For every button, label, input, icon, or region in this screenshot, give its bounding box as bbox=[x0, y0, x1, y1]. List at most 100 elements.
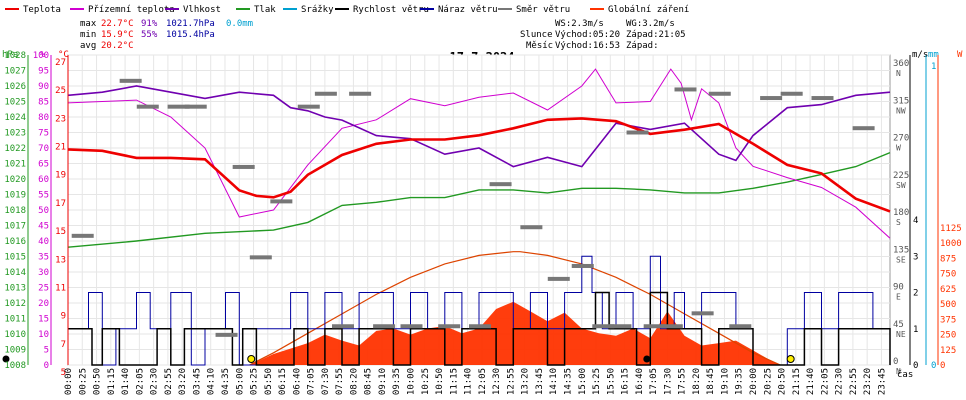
x-tick-label: 11:15 bbox=[449, 368, 459, 395]
x-tick-label: 20:50 bbox=[778, 368, 788, 395]
wind-direction-mark bbox=[547, 276, 570, 281]
axis-hpa-tick: 1013 bbox=[4, 284, 26, 294]
wind-direction-mark bbox=[520, 225, 543, 230]
x-tick-label: 02:55 bbox=[164, 368, 174, 395]
axis-hpa-tick: 1027 bbox=[4, 67, 26, 77]
axis-hpa-tick: 1019 bbox=[4, 191, 26, 201]
axis-dir-tick: 135 bbox=[893, 245, 909, 255]
axis-pct-tick: 55 bbox=[38, 191, 49, 201]
axis-dir-tick: 225 bbox=[893, 171, 909, 181]
wind-direction-mark bbox=[249, 255, 272, 260]
x-tick-label: 01:15 bbox=[107, 368, 117, 395]
wind-direction-mark bbox=[609, 324, 632, 329]
axis-wm2-tick: 0 bbox=[940, 361, 945, 371]
wind-direction-mark bbox=[400, 324, 423, 329]
axis-hpa-tick: 1012 bbox=[4, 299, 26, 309]
axis-dir-label: SE bbox=[896, 255, 906, 264]
x-tick-label: 02:05 bbox=[135, 368, 145, 395]
series-globalni-zareni bbox=[68, 301, 890, 365]
wind-direction-mark bbox=[232, 164, 255, 169]
axis-pct-tick: 20 bbox=[38, 299, 49, 309]
axis-pct-tick: 50 bbox=[38, 206, 49, 216]
axis-pct-tick: 75 bbox=[38, 129, 49, 139]
axis-degc-tick: 19 bbox=[55, 171, 66, 181]
x-tick-label: 14:10 bbox=[549, 368, 559, 395]
wind-direction-mark bbox=[592, 324, 615, 329]
axis-dir-label: NW bbox=[896, 106, 906, 115]
axis-hpa-tick: 1018 bbox=[4, 206, 26, 216]
x-tick-label: 18:20 bbox=[692, 368, 702, 395]
wind-direction-mark bbox=[760, 96, 783, 101]
axis-wm2-tick: 875 bbox=[940, 254, 956, 264]
axis-pct-tick: 40 bbox=[38, 237, 49, 247]
wind-direction-mark bbox=[215, 332, 238, 337]
axis-pct-tick: 15 bbox=[38, 315, 49, 325]
axis-wm2-tick: 1125 bbox=[940, 224, 962, 234]
series-teoreticke-zareni bbox=[249, 251, 781, 366]
wind-direction-mark bbox=[489, 182, 512, 187]
axis-dir-label: N bbox=[896, 367, 901, 376]
moonrise-marker bbox=[643, 355, 651, 363]
axis-degc-tick: 5 bbox=[61, 368, 66, 378]
axis-hpa-tick: 1026 bbox=[4, 82, 26, 92]
axis-pct-tick: 35 bbox=[38, 253, 49, 263]
axis-pct-tick: 95 bbox=[38, 67, 49, 77]
x-tick-label: 03:20 bbox=[178, 368, 188, 395]
axis-hpa-tick: 1024 bbox=[4, 113, 26, 123]
axis-dir-label: N bbox=[896, 69, 901, 78]
x-tick-label: 04:35 bbox=[221, 368, 231, 395]
x-tick-label: 11:40 bbox=[464, 368, 474, 395]
x-tick-label: 20:25 bbox=[763, 368, 773, 395]
axis-mm-bottom: 0 bbox=[931, 361, 936, 371]
series-rychlost-vetru bbox=[68, 291, 891, 366]
axis-hpa-unit: hPa bbox=[2, 50, 18, 60]
x-tick-label: 10:00 bbox=[407, 368, 417, 395]
x-tick-label: 21:40 bbox=[806, 368, 816, 395]
wind-direction-mark bbox=[674, 87, 697, 92]
axis-degc-tick: 23 bbox=[55, 114, 66, 124]
stat-min-press: 1015.4hPa bbox=[166, 30, 215, 40]
x-tick-label: 19:35 bbox=[735, 368, 745, 395]
series-prizemni-teplota bbox=[67, 68, 891, 239]
axis-hpa-tick: 1008 bbox=[4, 361, 26, 371]
wind-direction-mark bbox=[314, 91, 337, 96]
axis-wm2-tick: 750 bbox=[940, 270, 956, 280]
info-moon-label: Měsíc bbox=[526, 41, 553, 51]
x-tick-label: 10:25 bbox=[421, 368, 431, 395]
wind-direction-mark bbox=[469, 324, 491, 329]
x-tick-label: 10:50 bbox=[435, 368, 445, 395]
axis-hpa-tick: 1016 bbox=[4, 237, 26, 247]
x-tick-label: 17:55 bbox=[678, 368, 688, 395]
sunset-marker bbox=[786, 355, 795, 363]
x-tick-label: 06:15 bbox=[278, 368, 288, 395]
wind-direction-mark bbox=[438, 324, 461, 329]
info-sunrise: Východ:05:20 bbox=[555, 30, 620, 40]
wind-direction-mark bbox=[184, 104, 207, 109]
axis-pct-tick: 60 bbox=[38, 175, 49, 185]
axis-dir-label: SW bbox=[896, 181, 906, 190]
axis-degc-tick: 17 bbox=[55, 199, 66, 209]
axis-wm2-tick: 375 bbox=[940, 315, 956, 325]
axis-ms-tick: 4 bbox=[913, 216, 918, 226]
axis-dir-label: NE bbox=[896, 330, 906, 339]
axis-wm2-tick: 125 bbox=[940, 346, 956, 356]
series-vlhkost bbox=[67, 85, 891, 168]
axis-dir-tick: 270 bbox=[893, 134, 909, 144]
axis-pct-tick: 5 bbox=[44, 346, 49, 356]
info-sunset: Západ:21:05 bbox=[626, 30, 686, 40]
sunrise-marker bbox=[247, 355, 256, 363]
legend-item: Vlhkost bbox=[183, 5, 221, 15]
axis-degc-tick: 13 bbox=[55, 255, 66, 265]
axis-dir-label: W bbox=[896, 144, 901, 153]
x-tick-label: 23:20 bbox=[863, 368, 873, 395]
stat-min-hum: 55% bbox=[141, 30, 158, 40]
legend-item: Náraz větru bbox=[438, 5, 498, 15]
info-block: WS:2.3m/s WG:3.2m/s Slunce Východ:05:20 Zápa… bbox=[520, 19, 686, 51]
axis-pct-tick: 25 bbox=[38, 284, 49, 294]
legend-item: Směr větru bbox=[516, 5, 570, 15]
wind-direction-mark bbox=[270, 199, 293, 204]
axis-hpa-tick: 1015 bbox=[4, 253, 26, 263]
axis-degc-tick: 9 bbox=[61, 312, 66, 322]
axis-hpa-tick: 1020 bbox=[4, 175, 26, 185]
x-tick-label: 17:30 bbox=[663, 368, 673, 395]
